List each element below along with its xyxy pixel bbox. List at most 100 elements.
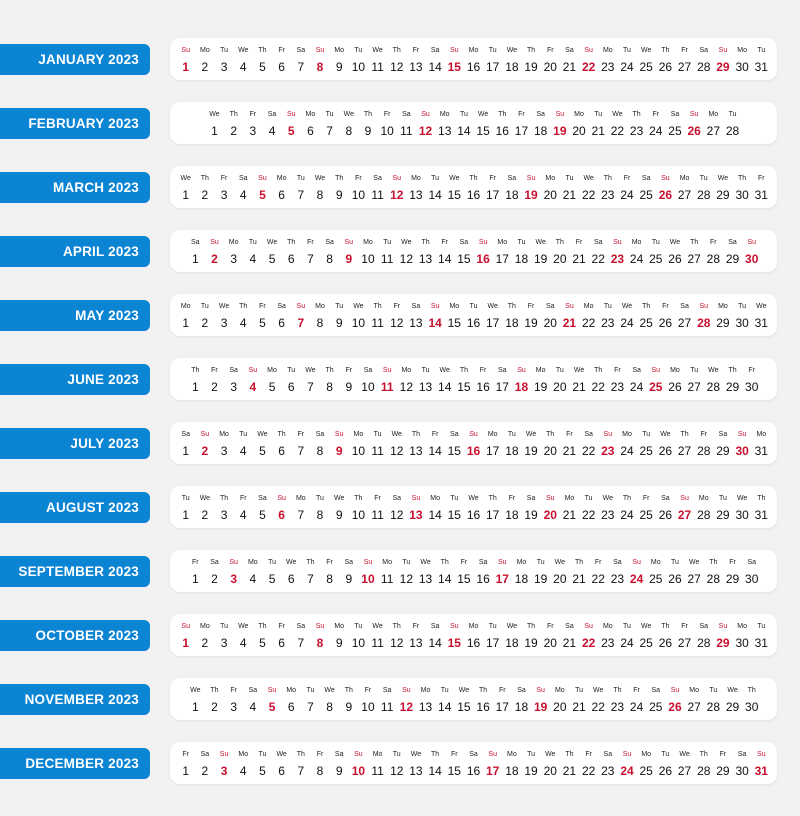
day-number: 4 <box>239 508 247 522</box>
weekday-label: We <box>593 687 604 694</box>
day-number: 2 <box>201 444 209 458</box>
day-number: 6 <box>278 444 285 458</box>
day-number: 20 <box>543 60 557 74</box>
month-label: FEBRUARY 2023 <box>0 108 150 139</box>
day-number: 29 <box>725 380 740 394</box>
day-cell: Fr 14 <box>435 230 454 266</box>
day-cell: Th 12 <box>387 614 406 650</box>
day-number: 9 <box>364 124 372 138</box>
day-number: 6 <box>287 380 295 394</box>
day-number: 27 <box>677 444 692 458</box>
day-cell: Tu 14 <box>454 102 473 138</box>
weekday-label: Sa <box>469 751 478 758</box>
day-number: 1 <box>191 572 199 586</box>
day-cell: Sa 8 <box>310 422 329 458</box>
day-number: 15 <box>447 316 461 330</box>
day-cell: Su 9 <box>330 422 349 458</box>
day-cell: Mo 5 <box>262 358 281 394</box>
day-cell: Sa 28 <box>694 614 713 650</box>
weekday-label: Su <box>737 431 747 438</box>
weekday-label: Tu <box>690 367 699 374</box>
day-number: 4 <box>239 764 247 778</box>
day-cell: We 15 <box>445 166 464 202</box>
day-cell: Su 11 <box>378 358 397 394</box>
day-cell: We 12 <box>387 422 406 458</box>
day-cell: Su 19 <box>521 166 540 202</box>
day-cell: Su 10 <box>349 742 368 778</box>
weekday-label: Sa <box>603 751 613 758</box>
weekday-label: Sa <box>478 559 488 566</box>
day-cell: We 10 <box>349 294 368 330</box>
day-number: 6 <box>287 252 295 266</box>
day-cell: Th 16 <box>474 678 493 714</box>
day-cell: Mo 16 <box>464 38 483 74</box>
day-number: 13 <box>409 188 423 202</box>
day-number: 8 <box>326 380 333 394</box>
day-cell: Sa 5 <box>253 486 272 522</box>
day-cell: We 4 <box>234 38 253 74</box>
day-cell: Fr 6 <box>272 614 291 650</box>
day-number: 12 <box>390 508 404 522</box>
day-number: 12 <box>390 636 404 650</box>
day-number: 13 <box>409 764 423 778</box>
day-number: 5 <box>259 60 266 74</box>
day-cell: We 8 <box>310 166 329 202</box>
day-number: 21 <box>562 60 577 74</box>
weekday-label: Tu <box>268 559 276 566</box>
weekday-label: Th <box>565 751 574 758</box>
weekday-label: Su <box>181 623 190 630</box>
day-number: 24 <box>620 444 634 458</box>
day-number: 9 <box>335 764 343 778</box>
day-number: 2 <box>211 572 218 586</box>
day-number: 28 <box>697 444 711 458</box>
weekday-label: Th <box>632 111 641 118</box>
day-cell: Tu 3 <box>214 38 233 74</box>
day-cell: Tu 30 <box>733 294 752 330</box>
day-cell: Fr 2 <box>205 358 224 394</box>
weekday-label: Sa <box>507 175 517 182</box>
day-number: 3 <box>220 508 228 522</box>
day-cell: Th 4 <box>234 294 253 330</box>
day-number: 12 <box>390 764 404 778</box>
day-number: 29 <box>716 188 730 202</box>
weekday-label: Tu <box>584 495 593 502</box>
weekday-label: Sa <box>632 367 641 374</box>
weekday-label: Fr <box>710 239 717 246</box>
weekday-label: Fr <box>374 495 381 502</box>
day-cell: Fr 4 <box>234 486 253 522</box>
weekday-label: Mo <box>602 47 613 54</box>
weekday-label: Mo <box>305 111 316 118</box>
day-number: 11 <box>371 636 384 650</box>
day-cell: Fr 17 <box>512 102 531 138</box>
weekday-label: Su <box>584 623 593 630</box>
day-cell: Sa 29 <box>723 230 742 266</box>
day-cell: Su 22 <box>579 614 598 650</box>
day-number: 27 <box>677 188 692 202</box>
day-cell: Su 16 <box>474 230 493 266</box>
day-cell: Fr 3 <box>214 166 233 202</box>
day-cell: Fr 14 <box>426 422 445 458</box>
day-number: 10 <box>351 508 366 522</box>
day-number: 16 <box>476 252 490 266</box>
day-cell: Tu 3 <box>214 614 233 650</box>
weekday-label: Su <box>392 175 402 182</box>
day-number: 3 <box>220 188 228 202</box>
day-cell: Su 12 <box>397 678 416 714</box>
day-number: 15 <box>447 60 461 74</box>
weekday-label: Th <box>363 111 373 118</box>
day-number: 26 <box>658 316 673 330</box>
weekday-label: Fr <box>527 303 535 310</box>
day-number: 23 <box>601 764 615 778</box>
weekday-label: Tu <box>536 559 545 566</box>
day-cell: Tu 21 <box>569 678 588 714</box>
weekday-label: We <box>305 367 316 374</box>
day-cell: We 13 <box>416 550 435 586</box>
day-cell: Su 25 <box>646 358 665 394</box>
day-number: 20 <box>553 700 567 714</box>
day-cell: We 14 <box>435 358 454 394</box>
weekday-label: Sa <box>181 431 190 438</box>
day-cell: Tu 31 <box>752 614 771 650</box>
day-number: 4 <box>249 252 257 266</box>
weekday-label: Sa <box>498 367 507 374</box>
day-cell: Fr 17 <box>483 166 502 202</box>
